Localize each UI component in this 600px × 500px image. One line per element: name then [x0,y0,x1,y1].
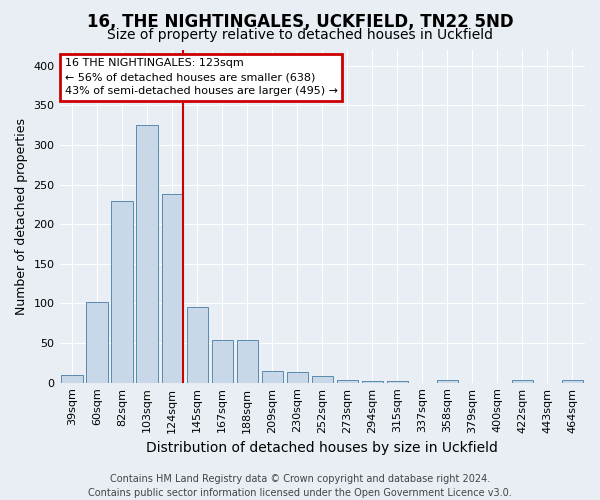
Bar [337,380,358,382]
Bar [112,202,133,382]
Bar [136,125,158,382]
Bar [86,302,108,382]
Bar [262,371,283,382]
Bar [512,380,533,382]
Text: 16, THE NIGHTINGALES, UCKFIELD, TN22 5ND: 16, THE NIGHTINGALES, UCKFIELD, TN22 5ND [86,12,514,30]
Bar [236,340,258,382]
Bar [387,381,408,382]
Text: 16 THE NIGHTINGALES: 123sqm
← 56% of detached houses are smaller (638)
43% of se: 16 THE NIGHTINGALES: 123sqm ← 56% of det… [65,58,338,96]
Bar [562,380,583,382]
Y-axis label: Number of detached properties: Number of detached properties [15,118,28,315]
Bar [287,372,308,382]
Bar [362,381,383,382]
Bar [61,375,83,382]
Text: Size of property relative to detached houses in Uckfield: Size of property relative to detached ho… [107,28,493,42]
Bar [187,306,208,382]
Bar [212,340,233,382]
Bar [311,376,333,382]
Text: Contains HM Land Registry data © Crown copyright and database right 2024.
Contai: Contains HM Land Registry data © Crown c… [88,474,512,498]
X-axis label: Distribution of detached houses by size in Uckfield: Distribution of detached houses by size … [146,441,498,455]
Bar [437,380,458,382]
Bar [161,194,183,382]
